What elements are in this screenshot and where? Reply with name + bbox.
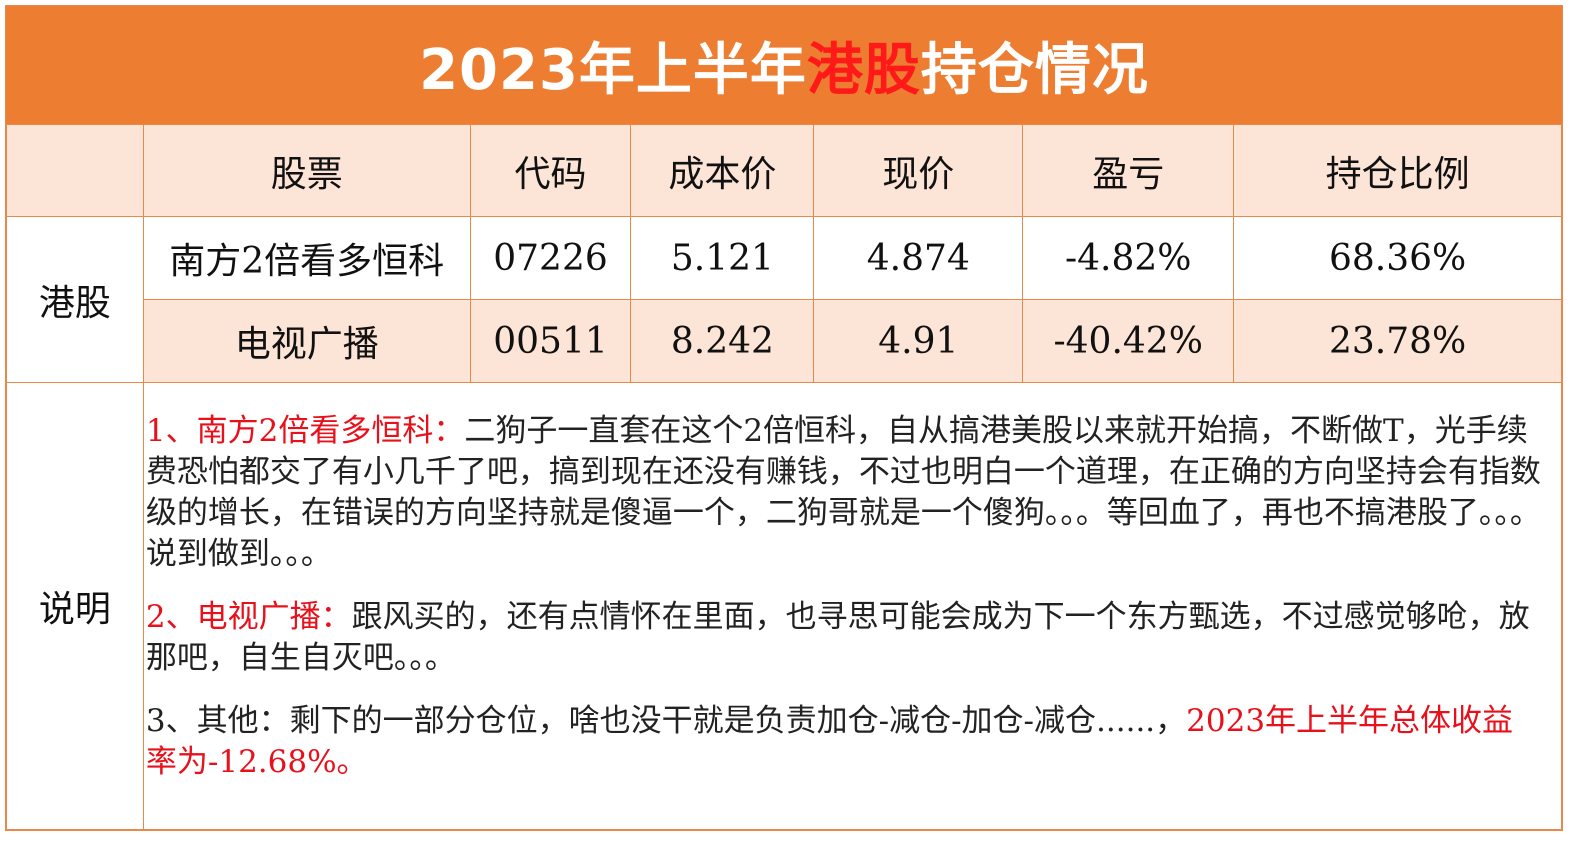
cell-ratio: 23.78% [1233, 299, 1562, 383]
header-stock: 股票 [142, 124, 471, 217]
category-cell: 港股 [6, 216, 144, 383]
table-row: 港股 南方2倍看多恒科 07226 5.121 4.874 -4.82% 68.… [6, 216, 1562, 383]
title-suffix: 持仓情况 [920, 37, 1149, 103]
title-bar: 2023年上半年港股持仓情况 [6, 6, 1562, 124]
cell-cost: 5.121 [630, 216, 815, 300]
cell-ratio: 68.36% [1233, 216, 1562, 300]
cell-price: 4.874 [813, 216, 1024, 300]
cell-pnl: -40.42% [1022, 299, 1235, 383]
note-lead: 2、电视广播： [145, 599, 352, 635]
notes-label: 说明 [6, 382, 144, 830]
header-cost: 成本价 [630, 124, 815, 217]
cell-code: 07226 [469, 216, 632, 300]
header-ratio: 持仓比例 [1233, 124, 1562, 217]
cell-price: 4.91 [813, 299, 1024, 383]
note-text: 剩下的一部分仓位，啥也没干就是负责加仓-减仓-加仓-减仓......， [289, 703, 1187, 739]
cell-pnl: -4.82% [1022, 216, 1235, 300]
note-item-1: 1、南方2倍看多恒科：二狗子一直套在这个2倍恒科，自从搞港美股以来就开始搞，不断… [146, 411, 1543, 575]
table-header-row: 股票 代码 成本价 现价 盈亏 持仓比例 [6, 124, 1562, 217]
holdings-table: 股票 代码 成本价 现价 盈亏 持仓比例 港股 南方2倍看多恒科 07226 5… [6, 124, 1563, 830]
note-item-2: 2、电视广播：跟风买的，还有点情怀在里面，也寻思可能会成为下一个东方甄选，不过感… [146, 597, 1543, 679]
note-lead: 1、南方2倍看多恒科： [145, 413, 465, 449]
header-pnl: 盈亏 [1022, 124, 1235, 217]
cell-cost: 8.242 [630, 299, 815, 383]
page-title: 2023年上半年港股持仓情况 [419, 25, 1149, 106]
notes-cell: 1、南方2倍看多恒科：二狗子一直套在这个2倍恒科，自从搞港美股以来就开始搞，不断… [142, 382, 1563, 830]
header-code: 代码 [469, 124, 632, 217]
header-blank [6, 124, 144, 217]
note-lead: 3、其他： [145, 703, 290, 739]
holdings-sheet: 2023年上半年港股持仓情况 股票 代码 成本价 现价 盈亏 持仓比例 港股 南… [5, 5, 1563, 831]
notes-row: 说明 1、南方2倍看多恒科：二狗子一直套在这个2倍恒科，自从搞港美股以来就开始搞… [6, 382, 1563, 830]
table-row: 电视广播 00511 8.242 4.91 -40.42% 23.78% [7, 299, 1562, 383]
note-text: 跟风买的，还有点情怀在里面，也寻思可能会成为下一个东方甄选，不过感觉够呛，放那吧… [145, 599, 1530, 676]
title-prefix: 2023年上半年 [419, 37, 807, 103]
header-price: 现价 [813, 124, 1024, 217]
note-text: 二狗子一直套在这个2倍恒科，自从搞港美股以来就开始搞，不断做T，光手续费恐怕都交… [145, 413, 1541, 572]
cell-name: 南方2倍看多恒科 [142, 216, 471, 300]
note-highlight: 2023年上半年总体收益率为-12.68%。 [145, 703, 1514, 780]
note-item-3: 3、其他：剩下的一部分仓位，啥也没干就是负责加仓-减仓-加仓-减仓......，… [146, 701, 1543, 783]
notes-body: 1、南方2倍看多恒科：二狗子一直套在这个2倍恒科，自从搞港美股以来就开始搞，不断… [144, 383, 1561, 783]
cell-code: 00511 [469, 299, 632, 383]
title-highlight: 港股 [806, 37, 921, 103]
cell-name: 电视广播 [142, 299, 471, 383]
